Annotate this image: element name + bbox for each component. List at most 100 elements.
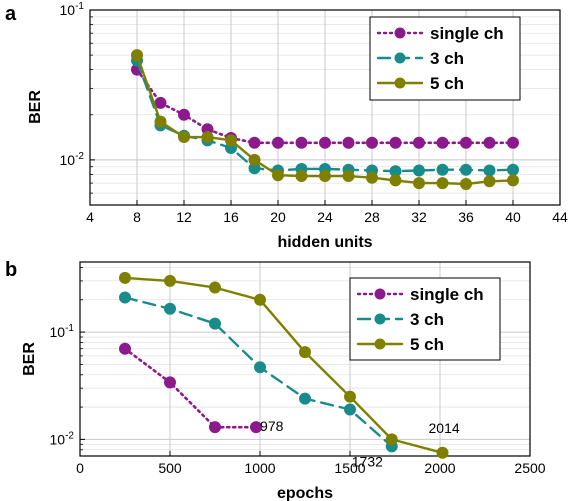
legend-label: 5 ch: [410, 335, 444, 354]
plot-frame: [79, 261, 531, 457]
x-axis-title: hidden units: [277, 234, 372, 251]
data-point: [436, 177, 449, 190]
data-point: [209, 281, 221, 294]
x-tick-label: 40: [505, 209, 521, 225]
data-point: [119, 342, 131, 355]
data-point: [413, 164, 425, 177]
series-5-ch: [119, 271, 449, 459]
series-line: [123, 276, 444, 454]
series-single-ch: [119, 342, 263, 434]
legend-swatch-marker: [374, 288, 386, 300]
data-point: [272, 169, 284, 182]
data-point: [295, 170, 308, 183]
panel-label-b: b: [5, 259, 17, 281]
data-point: [460, 136, 472, 149]
legend-swatch-marker: [374, 338, 386, 350]
data-point: [319, 136, 331, 149]
data-point: [389, 174, 402, 187]
x-tick-label: 24: [317, 209, 333, 225]
data-point: [154, 96, 167, 109]
series-line: [123, 347, 258, 429]
data-point: [164, 376, 176, 389]
data-point: [366, 136, 378, 149]
x-tick-label: 1000: [244, 460, 275, 476]
legend-swatch-marker: [394, 52, 406, 64]
x-axis-title: epochs: [277, 485, 333, 501]
data-point: [248, 153, 261, 166]
data-point: [209, 317, 221, 330]
data-point: [507, 136, 519, 149]
y-tick-label: 10-2: [50, 430, 75, 447]
x-tick-label: 28: [364, 209, 380, 225]
x-tick-label: 2000: [424, 460, 455, 476]
chart-panel-b: 0 500 1000 1500 2000 2500 10-2 10-1 epochs BER b 97…: [5, 259, 546, 501]
data-point: [299, 392, 311, 405]
series-single-ch: [131, 63, 519, 149]
x-tick-label: 4: [86, 209, 94, 225]
data-point: [413, 177, 425, 190]
x-tick-label: 12: [176, 209, 192, 225]
data-point: [225, 134, 237, 147]
data-point: [413, 136, 425, 149]
data-point: [460, 163, 472, 176]
y-tick-label: 10-1: [60, 1, 85, 18]
legend-label: 3 ch: [410, 310, 444, 329]
legend-swatch-marker: [394, 27, 406, 39]
data-point: [209, 421, 221, 434]
data-point: [178, 131, 190, 144]
data-point: [164, 302, 176, 315]
x-tick-label: 8: [133, 209, 141, 225]
y-tick-label: 10-1: [50, 323, 75, 340]
x-tick-label: 44: [552, 209, 568, 225]
data-point: [483, 164, 496, 177]
data-point: [131, 49, 143, 62]
panel-label-a: a: [5, 3, 17, 25]
data-point: [389, 136, 402, 149]
legend-swatch-marker: [374, 313, 386, 325]
data-point: [248, 136, 261, 149]
data-point: [178, 108, 190, 121]
series-5-ch: [131, 49, 519, 191]
data-point: [436, 163, 449, 176]
y-tick-label: 10-2: [60, 151, 85, 168]
x-tick-label: 2500: [514, 460, 545, 476]
annotation-label: 2014: [429, 420, 460, 436]
data-point: [344, 390, 356, 403]
chart-panel-a: 4 8 12 16 20 24 28 32 36 40 44 10-2 10-1 hidden units…: [5, 1, 568, 251]
legend-label: 3 ch: [430, 49, 464, 68]
data-point: [385, 433, 398, 446]
data-point: [119, 291, 131, 304]
data-point: [460, 178, 472, 191]
y-axis-title: BER: [27, 90, 44, 124]
data-point: [299, 346, 311, 359]
data-point: [119, 271, 131, 284]
data-point: [342, 170, 355, 183]
legend-swatch-marker: [394, 77, 406, 89]
data-point: [366, 171, 378, 184]
x-tick-label: 16: [223, 209, 239, 225]
data-point: [250, 421, 263, 434]
legend-label: single ch: [430, 24, 504, 43]
data-point: [201, 131, 214, 144]
data-point: [319, 170, 331, 183]
data-point: [344, 403, 356, 416]
data-point: [436, 446, 449, 459]
data-point: [254, 293, 266, 306]
x-tick-label: 36: [458, 209, 474, 225]
x-tick-label: 1500: [334, 460, 365, 476]
data-point: [154, 115, 167, 128]
legend-label: 5 ch: [430, 74, 464, 93]
series-line: [135, 59, 515, 173]
data-point: [507, 174, 519, 187]
x-tick-label: 0: [76, 460, 84, 476]
data-point: [342, 136, 355, 149]
data-point: [436, 136, 449, 149]
annotation-label: 1732: [352, 453, 383, 469]
series-line: [135, 68, 515, 145]
data-point: [483, 175, 496, 188]
data-point: [507, 163, 519, 176]
data-point: [295, 136, 308, 149]
y-axis-title: BER: [21, 342, 38, 376]
annotation-label: 978: [260, 418, 284, 434]
